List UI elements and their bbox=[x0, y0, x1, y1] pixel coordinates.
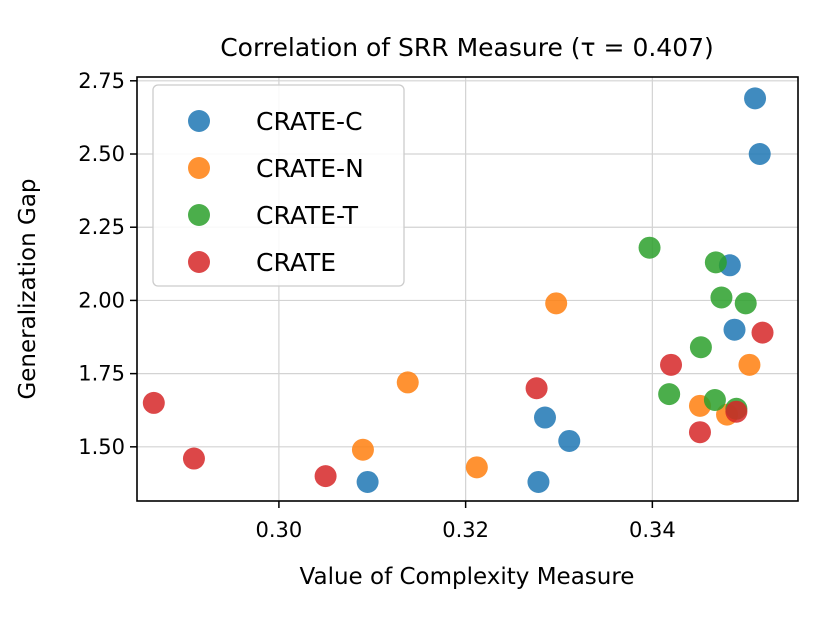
y-tick-label: 2.50 bbox=[78, 142, 125, 166]
point-crate bbox=[314, 465, 337, 488]
point-crate-t bbox=[734, 292, 757, 315]
legend-box bbox=[152, 84, 405, 287]
legend-marker-crate-c bbox=[188, 110, 210, 132]
point-crate-c bbox=[356, 470, 379, 493]
x-axis-label: Value of Complexity Measure bbox=[300, 564, 635, 590]
y-tick-label: 1.75 bbox=[78, 362, 125, 386]
point-crate-t bbox=[638, 236, 661, 259]
legend-label-crate: CRATE bbox=[256, 248, 336, 277]
point-crate-c bbox=[533, 406, 556, 429]
point-crate-c bbox=[744, 87, 767, 110]
point-crate-n bbox=[396, 371, 419, 394]
legend-marker-crate-n bbox=[188, 157, 210, 179]
point-crate-t bbox=[658, 383, 681, 406]
point-crate-n bbox=[465, 456, 488, 479]
point-crate-n bbox=[351, 438, 374, 461]
y-tick-label: 2.75 bbox=[78, 69, 125, 93]
chart-title: Correlation of SRR Measure (τ = 0.407) bbox=[220, 33, 714, 62]
point-crate-c bbox=[748, 143, 771, 166]
y-tick-label: 1.50 bbox=[78, 435, 125, 459]
ticks-layer: 0.30 0.32 0.34 1.50 1.75 2.00 2.25 2.50 2.75 bbox=[78, 69, 676, 542]
point-crate bbox=[725, 400, 748, 423]
point-crate bbox=[525, 377, 548, 400]
point-crate-t bbox=[704, 251, 727, 274]
legend: CRATE-C CRATE-N CRATE-T CRATE bbox=[152, 84, 405, 287]
point-crate-t bbox=[710, 286, 733, 309]
y-axis-label: Generalization Gap bbox=[15, 178, 41, 399]
point-crate-c bbox=[558, 429, 581, 452]
point-crate bbox=[751, 321, 774, 344]
point-crate-n bbox=[738, 353, 761, 376]
point-crate-c bbox=[527, 470, 550, 493]
point-crate bbox=[660, 353, 683, 376]
point-crate bbox=[182, 447, 205, 470]
y-tick-label: 2.25 bbox=[78, 215, 125, 239]
legend-label-crate-c: CRATE-C bbox=[256, 107, 363, 136]
point-crate bbox=[688, 421, 711, 444]
point-crate-n bbox=[545, 292, 568, 315]
y-tick-label: 2.00 bbox=[78, 288, 125, 312]
points-layer bbox=[142, 87, 774, 493]
point-crate-c bbox=[723, 318, 746, 341]
x-tick-label: 0.30 bbox=[256, 518, 303, 542]
point-crate bbox=[142, 391, 165, 414]
legend-marker-crate-t bbox=[188, 204, 210, 226]
legend-label-crate-t: CRATE-T bbox=[256, 201, 359, 230]
x-tick-label: 0.32 bbox=[442, 518, 489, 542]
point-crate-t bbox=[689, 336, 712, 359]
plot-frame bbox=[136, 76, 799, 502]
x-tick-label: 0.34 bbox=[629, 518, 676, 542]
legend-marker-crate bbox=[188, 251, 210, 273]
legend-label-crate-n: CRATE-N bbox=[256, 154, 364, 183]
point-crate-t bbox=[703, 388, 726, 411]
